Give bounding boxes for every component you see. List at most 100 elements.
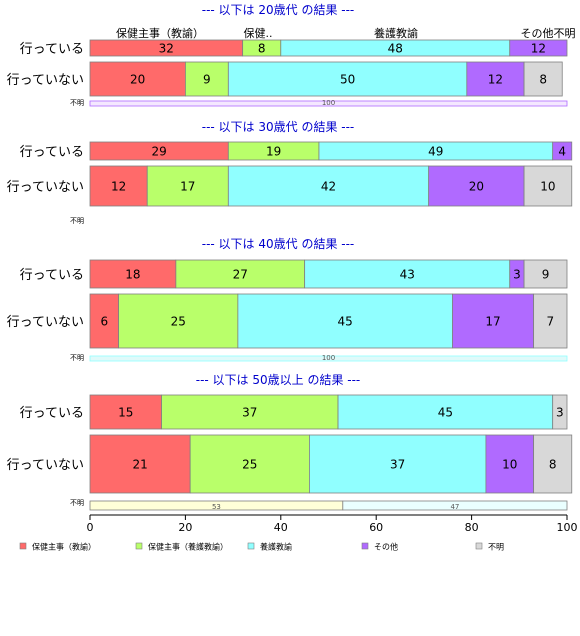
data-label: 9 bbox=[542, 268, 550, 282]
unknown-bar-segment bbox=[89, 355, 568, 362]
data-label: 10 bbox=[540, 180, 555, 194]
bar-segment-fumei bbox=[533, 293, 568, 349]
bar-segment-kenko_kyoyu bbox=[89, 293, 120, 349]
bar-segment-kenko_kyoyu bbox=[89, 394, 162, 430]
unknown-bar-segment bbox=[89, 100, 568, 107]
x-axis-tick-label: 80 bbox=[465, 521, 479, 534]
legend-swatch-yogo bbox=[247, 542, 255, 550]
data-label: 15 bbox=[118, 406, 133, 420]
unknown-bar-label: 100 bbox=[322, 99, 335, 107]
data-label: 6 bbox=[100, 315, 108, 329]
bar-segment-kenko_yogo bbox=[146, 165, 229, 207]
legend-swatch-sonota bbox=[361, 542, 369, 550]
bar-segment-sonota bbox=[552, 141, 573, 161]
bar-segment-sonota bbox=[452, 293, 535, 349]
bar-segment-fumei bbox=[523, 259, 568, 289]
bar-segment-fumei bbox=[523, 165, 573, 207]
bar-segment-yogo bbox=[337, 394, 554, 430]
bar-segment-kenko_yogo bbox=[118, 293, 239, 349]
data-label: 3 bbox=[513, 268, 521, 282]
unknown-bar-label: 100 bbox=[322, 354, 335, 362]
bar-segment-fumei bbox=[533, 434, 573, 494]
data-label: 7 bbox=[546, 315, 554, 329]
row-label: 行っていない bbox=[7, 458, 84, 473]
bar-segment-fumei bbox=[552, 394, 568, 430]
legend-label: 保健主事（教諭） bbox=[32, 542, 96, 552]
bar-segment-yogo bbox=[304, 259, 511, 289]
data-label: 20 bbox=[469, 180, 484, 194]
bar-segment-fumei bbox=[523, 61, 563, 97]
data-label: 43 bbox=[400, 268, 415, 282]
x-axis-tick-label: 60 bbox=[369, 521, 383, 534]
bar-segment-kenko_yogo bbox=[161, 394, 339, 430]
row-label: 行っている bbox=[20, 145, 84, 160]
panel-title: --- 以下は 50歳以上 の結果 --- bbox=[196, 373, 361, 387]
unknown-row-label: 不明 bbox=[70, 499, 84, 507]
bar-segment-sonota bbox=[485, 434, 535, 494]
unknown-row-label: 不明 bbox=[70, 99, 84, 107]
data-label: 8 bbox=[258, 42, 266, 56]
panel-title: --- 以下は 40歳代 の結果 --- bbox=[202, 237, 355, 251]
data-label: 8 bbox=[549, 458, 557, 472]
data-label: 12 bbox=[488, 73, 503, 87]
data-label: 25 bbox=[242, 458, 257, 472]
data-label: 37 bbox=[390, 458, 405, 472]
bar-segment-yogo bbox=[237, 293, 453, 349]
data-label: 49 bbox=[428, 145, 443, 159]
data-label: 19 bbox=[266, 145, 281, 159]
row-label: 行っている bbox=[20, 268, 84, 283]
legend-label: その他 bbox=[374, 542, 398, 552]
bar-segment-yogo bbox=[227, 61, 468, 97]
unknown-row-label: 不明 bbox=[70, 354, 84, 362]
bar-segment-kenko_kyoyu bbox=[89, 434, 191, 494]
data-label: 48 bbox=[388, 42, 403, 56]
legend-label: 保健主事（養護教諭） bbox=[148, 542, 228, 552]
panel-title: --- 以下は 20歳代 の結果 --- bbox=[202, 3, 355, 17]
legend-swatch-kenko_yogo bbox=[135, 542, 143, 550]
data-label: 37 bbox=[242, 406, 257, 420]
top-column-label: 保健.. bbox=[244, 26, 273, 40]
unknown-row-label: 不明 bbox=[70, 217, 84, 225]
data-label: 32 bbox=[159, 42, 174, 56]
data-label: 17 bbox=[485, 315, 500, 329]
data-label: 45 bbox=[438, 406, 453, 420]
data-label: 12 bbox=[111, 180, 126, 194]
data-label: 21 bbox=[132, 458, 147, 472]
data-label: 18 bbox=[125, 268, 140, 282]
data-label: 10 bbox=[502, 458, 517, 472]
data-label: 42 bbox=[321, 180, 336, 194]
legend-label: 養護教諭 bbox=[260, 542, 292, 552]
bar-segment-yogo bbox=[227, 165, 430, 207]
x-axis-tick-label: 40 bbox=[274, 521, 288, 534]
data-label: 29 bbox=[152, 145, 167, 159]
x-axis-tick-label: 20 bbox=[178, 521, 192, 534]
row-label: 行っている bbox=[20, 406, 84, 421]
bar-segment-sonota bbox=[428, 165, 525, 207]
unknown-bar-segment bbox=[342, 500, 568, 511]
data-label: 9 bbox=[203, 73, 211, 87]
bar-segment-sonota bbox=[509, 39, 568, 57]
data-label: 3 bbox=[556, 406, 564, 420]
legend-label: 不明 bbox=[488, 543, 504, 552]
bar-segment-kenko_yogo bbox=[189, 434, 310, 494]
data-label: 17 bbox=[180, 180, 195, 194]
data-label: 45 bbox=[338, 315, 353, 329]
row-label: 行っている bbox=[20, 42, 84, 57]
data-label: 25 bbox=[171, 315, 186, 329]
data-label: 50 bbox=[340, 73, 355, 87]
data-label: 20 bbox=[130, 73, 145, 87]
bar-segment-kenko_kyoyu bbox=[89, 165, 148, 207]
unknown-bar-label: 53 bbox=[212, 503, 221, 511]
data-label: 12 bbox=[531, 42, 546, 56]
legend-swatch-fumei bbox=[475, 542, 483, 550]
top-column-label: 保健主事（教諭） bbox=[116, 26, 204, 40]
row-label: 行っていない bbox=[7, 180, 84, 195]
unknown-bar-label: 47 bbox=[450, 503, 459, 511]
panel-title: --- 以下は 30歳代 の結果 --- bbox=[202, 120, 355, 134]
top-column-label: 養護教諭 bbox=[374, 26, 418, 40]
row-label: 行っていない bbox=[7, 73, 84, 88]
legend-swatch-kenko_kyoyu bbox=[19, 542, 27, 550]
bar-segment-sonota bbox=[466, 61, 525, 97]
x-axis-tick-label: 0 bbox=[87, 521, 94, 534]
